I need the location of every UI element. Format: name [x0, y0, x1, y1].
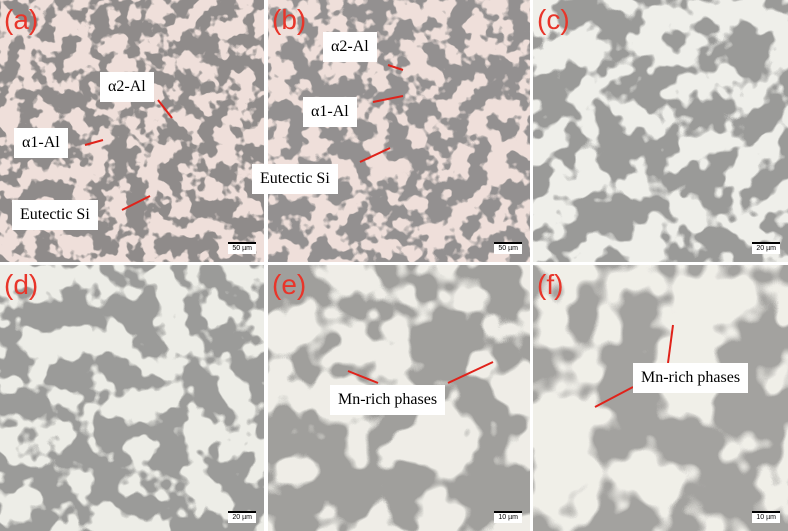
- grains: [533, 0, 788, 262]
- micrograph-image: [533, 0, 788, 262]
- annotation: α1-Al: [14, 128, 68, 158]
- micrograph-image: [268, 0, 530, 262]
- scale-bar: 20 µm: [228, 511, 256, 523]
- figure: (a) α2-Al α1-Al Eutectic Si 50 µm (b) α2-Al α1-…: [0, 0, 788, 531]
- annotation: α2-Al: [323, 32, 377, 62]
- scale-bar: 10 µm: [752, 511, 780, 523]
- scale-bar: 20 µm: [752, 242, 780, 254]
- annotation: Eutectic Si: [252, 164, 338, 194]
- micrograph-panel: (a) α2-Al α1-Al Eutectic Si 50 µm: [0, 0, 264, 262]
- micrograph-panel: (c) 20 µm: [533, 0, 788, 262]
- panel-label: (e): [272, 271, 306, 299]
- annotation: Mn-rich phases: [633, 363, 748, 393]
- annotation: Eutectic Si: [12, 200, 98, 230]
- micrograph-image: [0, 265, 264, 531]
- scale-bar: 50 µm: [228, 242, 256, 254]
- annotation: α1-Al: [303, 97, 357, 127]
- panel-label: (d): [4, 271, 38, 299]
- grains: [268, 0, 530, 262]
- grains: [0, 265, 264, 531]
- panel-label: (b): [272, 6, 306, 34]
- scale-bar: 50 µm: [494, 242, 522, 254]
- micrograph-image: [533, 265, 788, 531]
- micrograph-panel: (f) Mn-rich phases 10 µm: [533, 265, 788, 531]
- micrograph-panel: (d) 20 µm: [0, 265, 264, 531]
- panel-label: (f): [537, 271, 563, 299]
- annotation: α2-Al: [100, 72, 154, 102]
- scale-bar: 10 µm: [494, 511, 522, 523]
- grains: [533, 265, 788, 531]
- panel-label: (a): [4, 6, 38, 34]
- panel-label: (c): [537, 6, 570, 34]
- micrograph-panel: (e) Mn-rich phases 10 µm: [268, 265, 530, 531]
- annotation: Mn-rich phases: [330, 385, 445, 415]
